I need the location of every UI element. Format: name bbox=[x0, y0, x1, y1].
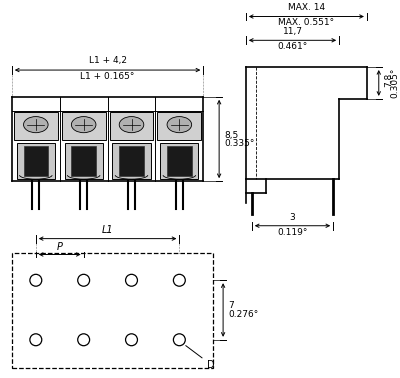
Text: 3: 3 bbox=[290, 213, 295, 222]
Bar bbox=[17, 143, 55, 179]
Bar bbox=[167, 146, 192, 176]
Text: L1 + 0.165°: L1 + 0.165° bbox=[80, 72, 135, 81]
Bar bbox=[24, 146, 48, 176]
Text: 0.305°: 0.305° bbox=[391, 68, 400, 98]
Ellipse shape bbox=[119, 116, 144, 133]
Bar bbox=[62, 112, 106, 141]
Bar bbox=[14, 112, 58, 141]
Text: P: P bbox=[57, 242, 63, 251]
Bar bbox=[12, 253, 213, 367]
Ellipse shape bbox=[71, 116, 96, 133]
Text: L1: L1 bbox=[102, 225, 113, 235]
Bar bbox=[112, 143, 151, 179]
Text: 7,8: 7,8 bbox=[384, 73, 393, 87]
Text: 7: 7 bbox=[228, 301, 234, 310]
Bar bbox=[110, 112, 154, 141]
Text: 0.461°: 0.461° bbox=[277, 42, 308, 51]
Text: 8,5: 8,5 bbox=[224, 130, 238, 139]
Bar bbox=[119, 146, 144, 176]
Text: D: D bbox=[186, 345, 215, 370]
Text: 0.335°: 0.335° bbox=[224, 139, 254, 149]
Text: 0.119°: 0.119° bbox=[277, 228, 308, 237]
Bar bbox=[72, 146, 96, 176]
Text: MAX. 0.551°: MAX. 0.551° bbox=[278, 19, 334, 28]
Text: 11,7: 11,7 bbox=[282, 27, 302, 36]
Bar bbox=[158, 112, 201, 141]
Ellipse shape bbox=[24, 116, 48, 133]
Ellipse shape bbox=[167, 116, 192, 133]
Bar bbox=[160, 143, 198, 179]
Text: MAX. 14: MAX. 14 bbox=[288, 3, 325, 12]
Bar bbox=[64, 143, 103, 179]
Text: 0.276°: 0.276° bbox=[228, 310, 258, 319]
Text: L1 + 4,2: L1 + 4,2 bbox=[88, 56, 126, 65]
